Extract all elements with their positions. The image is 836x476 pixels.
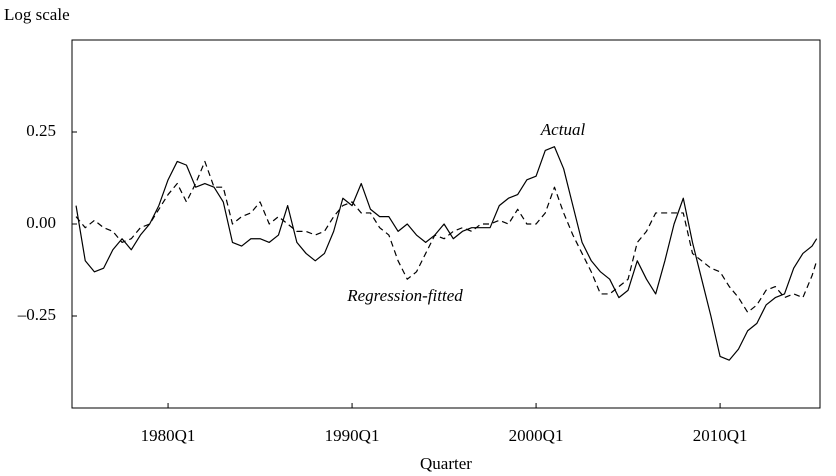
plot-frame [71,39,821,409]
y-tick-label: 0.00 [26,213,56,232]
y-axis-label: Log scale [4,5,70,24]
series-line [75,146,818,361]
y-tick-label: 0.25 [26,121,56,140]
x-tick-label: 1980Q1 [141,426,196,445]
x-axis-label: Quarter [420,454,472,473]
x-tick-label: 2000Q1 [509,426,564,445]
series-line [75,160,818,313]
x-tick-label: 2010Q1 [693,426,748,445]
annotation: Actual [540,120,586,139]
annotation: Regression-fitted [346,286,463,305]
x-tick-label: 1990Q1 [325,426,380,445]
y-tick-label: –0.25 [17,305,56,324]
